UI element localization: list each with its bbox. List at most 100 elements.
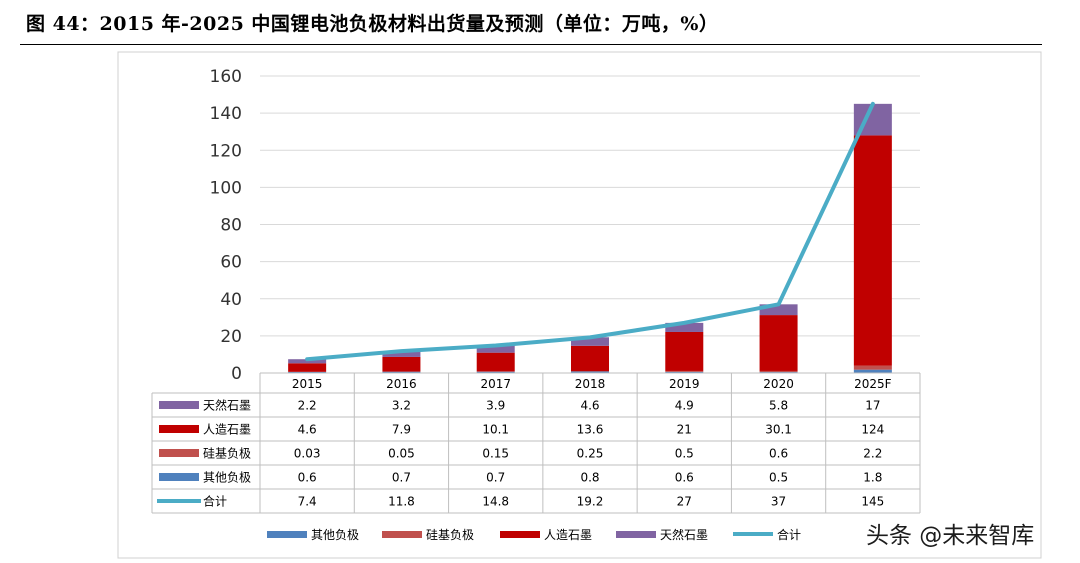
row-legend-key [159, 401, 199, 409]
gridlines [260, 75, 920, 337]
bar-segment [288, 371, 327, 373]
y-tick-label: 140 [210, 104, 242, 124]
bar-segment [665, 370, 704, 372]
row-legend-key [159, 473, 199, 481]
table-cell: 10.1 [482, 423, 509, 437]
table-cell: 7.9 [392, 423, 411, 437]
table-cell: 21 [677, 423, 692, 437]
table-cell: 0.15 [482, 447, 509, 461]
row-label: 天然石墨 [203, 398, 251, 413]
table-cell: 7.4 [298, 495, 317, 509]
table-cell: 13.6 [577, 423, 604, 437]
legend-label: 天然石墨 [660, 527, 708, 542]
figure-title: 图 44：2015 年-2025 中国锂电池负极材料出货量及预测（单位：万吨，%… [26, 13, 719, 35]
legend-label: 其他负极 [311, 528, 359, 542]
legend-key [616, 531, 656, 538]
y-tick-label: 80 [220, 216, 242, 236]
table-cell: 0.8 [580, 471, 599, 485]
x-category-label: 2020 [763, 377, 794, 391]
data-table: 2015 2016 2017 2018 2019 2020 2025F 天然石墨 2.2 3.2 3… [151, 372, 921, 514]
bar-segment [853, 369, 892, 373]
row-legend-key [159, 449, 199, 457]
table-cell: 30.1 [765, 423, 792, 437]
table-cell: 37 [771, 495, 786, 509]
bar-segment [382, 351, 421, 357]
legend-label: 硅基负极 [426, 528, 474, 542]
total-line [305, 101, 875, 362]
table-cell: 0.5 [675, 447, 694, 461]
x-category-label: 2019 [669, 377, 700, 391]
bar-segment [665, 322, 704, 332]
table-cell: 11.8 [388, 495, 415, 509]
bar-segment [382, 371, 421, 373]
legend-label: 人造石墨 [544, 528, 592, 542]
legend-label: 合计 [777, 527, 801, 542]
bar-segment [571, 345, 609, 372]
table-cell: 124 [861, 423, 884, 437]
x-category-label: 2015 [292, 377, 323, 391]
watermark: 头条 @未来智库 [866, 523, 1035, 549]
y-tick-label: 60 [220, 253, 242, 273]
bar-segment [759, 304, 798, 316]
bars [288, 103, 892, 373]
y-tick-label: 120 [210, 141, 242, 161]
table-cell: 27 [677, 495, 692, 509]
bar-segment [571, 371, 609, 373]
bar-segment [476, 352, 515, 372]
table-cell: 19.2 [577, 495, 604, 509]
table-cell: 2.2 [298, 399, 317, 413]
table-cell: 0.7 [392, 471, 411, 485]
bar-segment [853, 365, 892, 370]
table-cell: 0.05 [388, 447, 415, 461]
y-tick-label: 100 [210, 178, 242, 198]
table-cell: 0.6 [298, 471, 317, 485]
table-cell: 0.25 [577, 447, 604, 461]
row-label: 人造石墨 [203, 423, 251, 437]
bar-segment [476, 371, 515, 373]
bar-segment [665, 331, 704, 371]
table-cell: 4.6 [298, 423, 317, 437]
x-category-label: 2016 [386, 377, 417, 391]
table-cell: 145 [861, 495, 884, 509]
x-category-label: 2025F [854, 377, 892, 391]
table-cell: 17 [865, 399, 880, 413]
legend-key [267, 531, 307, 538]
y-axis: 0 20 40 60 80 100 120 140 160 [210, 67, 242, 384]
table-cell: 0.6 [769, 447, 788, 461]
bar-segment [288, 363, 327, 372]
table-cell: 1.8 [863, 471, 882, 485]
y-tick-label: 40 [220, 290, 242, 310]
row-label: 硅基负极 [203, 447, 251, 461]
table-cell: 2.2 [863, 447, 882, 461]
bar-segment [853, 135, 892, 366]
bar-segment [665, 371, 704, 373]
table-cell: 14.8 [482, 495, 509, 509]
title-divider [20, 44, 1042, 45]
x-category-label: 2017 [480, 377, 511, 391]
row-legend-key [159, 425, 199, 433]
x-category-label: 2018 [575, 377, 606, 391]
legend-key [382, 531, 422, 538]
total-line-path [305, 101, 875, 362]
bar-segment [759, 370, 798, 373]
table-cell: 0.7 [486, 471, 505, 485]
table-cell: 3.9 [486, 399, 505, 413]
bar-segment [571, 337, 609, 346]
table-cell: 5.8 [769, 399, 788, 413]
table-cell: 0.6 [675, 471, 694, 485]
legend: 其他负极 硅基负极 人造石墨 天然石墨 合计 [267, 527, 801, 542]
row-label: 其他负极 [203, 471, 251, 485]
table-cell: 4.6 [580, 399, 599, 413]
bar-segment [382, 356, 421, 372]
table-cell: 4.9 [675, 399, 694, 413]
table-cell: 3.2 [392, 399, 411, 413]
row-label: 合计 [203, 494, 227, 509]
legend-key [500, 531, 540, 538]
table-cell: 0.5 [769, 471, 788, 485]
table-cell: 0.03 [294, 447, 321, 461]
bar-segment [759, 315, 798, 371]
y-tick-label: 0 [231, 364, 242, 384]
bar-segment [476, 345, 515, 353]
y-tick-label: 160 [210, 67, 242, 87]
